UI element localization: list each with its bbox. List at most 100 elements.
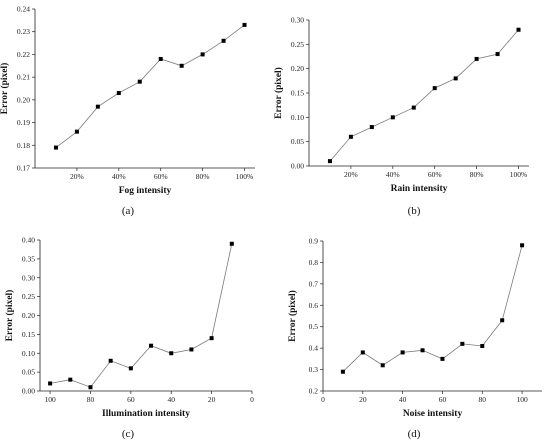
x-tick-label: 20%	[70, 172, 84, 181]
data-point	[420, 348, 425, 353]
x-tick-label: 100	[516, 395, 528, 404]
data-point	[200, 52, 205, 57]
x-axis-title: Fog intensity	[119, 186, 172, 196]
data-point	[520, 243, 525, 248]
panel-caption: (d)	[408, 428, 421, 440]
chart-panel-2: 0.00 0.05 0.10 0.15 0.20 0.25 0.30 20% 40% 60% 80%…	[273, 16, 529, 217]
data-point	[158, 56, 163, 61]
y-tick-label: 0.15	[291, 89, 304, 98]
x-tick-label: 40%	[386, 170, 400, 179]
y-tick-label: 0.5	[309, 322, 319, 331]
y-tick-label: 0.20	[291, 64, 304, 73]
data-point	[369, 125, 374, 130]
x-tick-label: 20	[208, 395, 216, 404]
x-tick-label: 0	[250, 395, 254, 404]
y-tick-label: 0.10	[291, 113, 304, 122]
y-tick-label: 0.25	[291, 40, 304, 49]
data-point	[516, 27, 521, 32]
x-tick-label: 60	[439, 395, 447, 404]
y-tick-label: 0.10	[22, 349, 35, 358]
y-tick-label: 0.3	[309, 365, 319, 374]
x-tick-label: 60%	[154, 172, 168, 181]
y-tick-label: 0.23	[17, 27, 30, 36]
data-point	[400, 350, 405, 355]
data-point	[68, 377, 73, 382]
y-tick-label: 0.17	[17, 164, 30, 173]
y-tick-label: 0.20	[22, 311, 35, 320]
x-tick-label: 20%	[344, 170, 358, 179]
x-tick-label: 100%	[510, 170, 528, 179]
data-point	[348, 134, 353, 139]
data-point	[495, 52, 500, 57]
data-point	[108, 358, 113, 363]
data-point	[95, 104, 100, 109]
data-point	[453, 76, 458, 81]
y-tick-label: 0.21	[17, 73, 30, 82]
data-point	[327, 159, 332, 164]
y-tick-label: 0.7	[309, 279, 319, 288]
data-point	[380, 363, 385, 368]
x-tick-label: 100	[44, 395, 56, 404]
x-axis-title: Rain intensity	[391, 184, 448, 194]
y-tick-label: 0.40	[22, 236, 35, 245]
chart-panel-4: 0.2 0.3 0.4 0.5 0.6 0.7 0.8 0.9 0 20 40 60 80 100 Nois…	[287, 237, 542, 440]
x-tick-label: 80	[87, 395, 95, 404]
data-point	[116, 91, 121, 96]
y-tick-label: 0.6	[309, 301, 319, 310]
x-tick-label: 80	[479, 395, 487, 404]
chart-panel-3: 0.00 0.05 0.10 0.15 0.20 0.25 0.30 0.35 0.40 100 8…	[4, 236, 254, 441]
data-point	[53, 145, 58, 150]
series-line	[50, 243, 233, 388]
x-tick-label: 80%	[196, 172, 210, 181]
data-point	[48, 381, 53, 386]
data-point	[128, 366, 133, 371]
y-tick-label: 0.05	[291, 137, 304, 146]
x-tick-label: 20	[359, 395, 367, 404]
x-tick-label: 40	[167, 395, 175, 404]
x-tick-label: 80%	[470, 170, 484, 179]
y-tick-label: 0.30	[291, 16, 304, 25]
data-point	[340, 369, 345, 374]
data-point	[179, 63, 184, 68]
y-tick-label: 0.00	[22, 387, 35, 396]
y-tick-label: 0.25	[22, 292, 35, 301]
data-point	[360, 350, 365, 355]
panel-caption: (a)	[122, 205, 135, 217]
y-tick-label: 0.9	[309, 237, 319, 246]
data-point	[74, 129, 79, 134]
y-tick-label: 0.00	[291, 162, 304, 171]
y-tick-label: 0.20	[17, 95, 30, 104]
y-tick-label: 0.05	[22, 368, 35, 377]
y-axis-title: Error (pixel)	[287, 290, 298, 342]
data-point	[137, 79, 142, 84]
x-tick-label: 60%	[428, 170, 442, 179]
data-point	[500, 318, 505, 323]
data-point	[242, 22, 247, 27]
data-point	[390, 115, 395, 120]
data-point	[432, 86, 437, 91]
data-point	[440, 356, 445, 361]
panel-caption: (c)	[122, 428, 135, 440]
chart-panel-1: 0.17 0.18 0.19 0.20 0.21 0.22 0.23 0.24 20% 40% 60…	[0, 5, 255, 217]
x-tick-label: 100%	[236, 172, 254, 181]
data-point	[189, 347, 194, 352]
data-point	[474, 56, 479, 61]
data-point	[221, 38, 226, 43]
y-tick-label: 0.24	[17, 5, 30, 14]
y-tick-label: 0.30	[22, 273, 35, 282]
y-axis-title: Error (pixel)	[273, 67, 284, 119]
y-axis-title: Error (pixel)	[0, 63, 10, 115]
data-point	[209, 336, 214, 341]
y-tick-label: 0.22	[17, 50, 30, 59]
y-tick-label: 0.35	[22, 254, 35, 263]
x-tick-label: 40%	[112, 172, 126, 181]
data-point	[229, 241, 234, 246]
data-point	[88, 385, 93, 390]
x-axis-title: Noise intensity	[403, 409, 463, 419]
x-axis-title: Illumination intensity	[102, 409, 190, 419]
y-tick-label: 0.18	[17, 141, 30, 150]
panel-caption: (b)	[408, 205, 421, 217]
data-point	[460, 341, 465, 346]
y-tick-label: 0.4	[309, 344, 319, 353]
